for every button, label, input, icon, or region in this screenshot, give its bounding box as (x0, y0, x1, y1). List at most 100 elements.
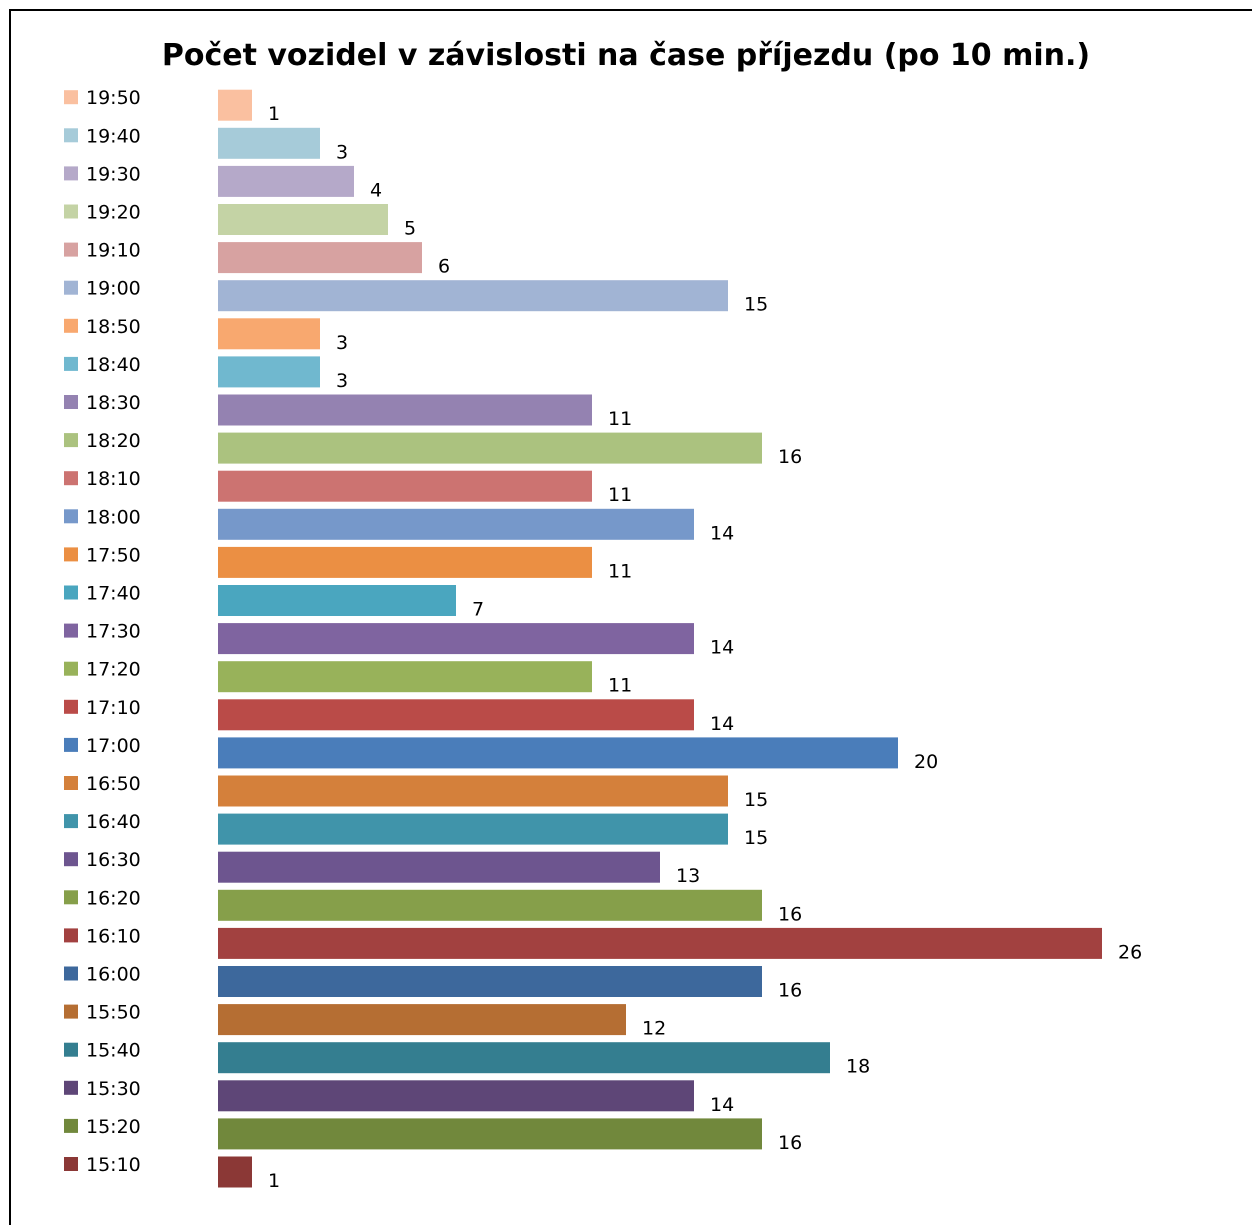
legend-label-1840: 18:40 (86, 354, 141, 376)
bar-1810 (218, 470, 592, 502)
legend-swatch-1620 (64, 890, 78, 905)
legend-swatch-1720 (64, 661, 78, 676)
legend-swatch-1950 (64, 90, 78, 105)
legend-label-1550: 15:50 (86, 1002, 141, 1024)
legend-label-1640: 16:40 (86, 811, 141, 833)
legend-swatch-1730 (64, 623, 78, 638)
value-label-1930: 4 (370, 179, 382, 201)
value-label-1520: 16 (778, 1132, 802, 1154)
legend-label-1910: 19:10 (86, 240, 141, 262)
legend-swatch-1700 (64, 737, 78, 752)
value-label-1910: 6 (438, 256, 450, 278)
legend-label-1510: 15:10 (86, 1154, 141, 1176)
value-label-1830: 11 (608, 408, 632, 430)
legend-swatch-1540 (64, 1042, 78, 1057)
legend-swatch-1830 (64, 395, 78, 409)
bar-1950 (218, 89, 252, 121)
chart-frame (9, 9, 1252, 1225)
bar-1640 (218, 813, 728, 845)
value-label-1730: 14 (710, 637, 734, 659)
value-label-1800: 14 (710, 522, 734, 544)
bar-1620 (218, 889, 762, 921)
value-label-1710: 14 (710, 713, 734, 735)
legend-swatch-1910 (64, 242, 78, 257)
legend-swatch-1750 (64, 547, 78, 562)
legend-label-1900: 19:00 (86, 278, 141, 300)
legend-swatch-1610 (64, 928, 78, 943)
value-label-1900: 15 (744, 294, 768, 316)
legend-swatch-1800 (64, 509, 78, 524)
value-label-1540: 18 (846, 1056, 870, 1078)
bar-1630 (218, 851, 660, 883)
legend-swatch-1630 (64, 852, 78, 867)
value-label-1720: 11 (608, 675, 632, 697)
legend-swatch-1840 (64, 356, 78, 371)
legend-label-1630: 16:30 (86, 849, 141, 871)
legend-label-1730: 17:30 (86, 621, 141, 643)
value-label-1530: 14 (710, 1094, 734, 1116)
value-label-1550: 12 (642, 1018, 666, 1040)
value-label-1940: 3 (336, 141, 348, 163)
value-label-1820: 16 (778, 446, 802, 468)
bar-1510 (218, 1156, 252, 1188)
legend-swatch-1820 (64, 433, 78, 448)
value-label-1810: 11 (608, 484, 632, 506)
value-label-1700: 20 (914, 751, 938, 773)
bar-1720 (218, 661, 592, 693)
legend-swatch-1640 (64, 814, 78, 829)
legend-label-1700: 17:00 (86, 735, 141, 757)
value-label-1740: 7 (472, 599, 484, 621)
legend-swatch-1940 (64, 128, 78, 143)
value-label-1630: 13 (676, 865, 700, 887)
bar-1600 (218, 966, 762, 997)
bar-1820 (218, 432, 762, 464)
legend-label-1950: 19:50 (86, 87, 141, 109)
legend-label-1650: 16:50 (86, 773, 141, 795)
bar-1930 (218, 165, 354, 197)
bar-1550 (218, 1004, 626, 1036)
bar-1730 (218, 623, 694, 655)
legend-swatch-1550 (64, 1004, 78, 1019)
bar-1920 (218, 204, 388, 235)
legend-label-1600: 16:00 (86, 964, 141, 986)
legend-swatch-1920 (64, 204, 78, 219)
value-label-1750: 11 (608, 560, 632, 582)
bar-1700 (218, 737, 898, 769)
value-label-1620: 16 (778, 903, 802, 925)
bar-1520 (218, 1118, 762, 1150)
legend-swatch-1930 (64, 166, 78, 181)
legend-label-1540: 15:40 (86, 1040, 141, 1062)
value-label-1650: 15 (744, 789, 768, 811)
legend-label-1830: 18:30 (86, 392, 141, 414)
bars (218, 89, 1102, 1188)
legend-swatch-1850 (64, 318, 78, 333)
bar-1830 (218, 394, 592, 426)
legend: 15:10 15:20 15:30 15:40 15:50 16:00 16:10 16:20… (64, 87, 141, 1176)
value-label-1600: 16 (778, 980, 802, 1002)
legend-label-1530: 15:30 (86, 1078, 141, 1100)
bar-1800 (218, 508, 694, 540)
legend-swatch-1530 (64, 1080, 78, 1095)
legend-label-1710: 17:10 (86, 697, 141, 719)
bar-1740 (218, 585, 456, 616)
value-labels: 1161418121626161315152014111471114111611… (268, 103, 1142, 1192)
legend-label-1800: 18:00 (86, 506, 141, 528)
legend-swatch-1900 (64, 280, 78, 295)
bar-1940 (218, 127, 320, 159)
legend-label-1810: 18:10 (86, 468, 141, 490)
bar-1900 (218, 280, 728, 312)
value-label-1840: 3 (336, 370, 348, 392)
legend-swatch-1510 (64, 1157, 78, 1171)
legend-swatch-1710 (64, 699, 78, 714)
legend-label-1610: 16:10 (86, 925, 141, 947)
value-label-1510: 1 (268, 1170, 280, 1192)
legend-label-1850: 18:50 (86, 316, 141, 338)
legend-label-1820: 18:20 (86, 430, 141, 452)
legend-swatch-1810 (64, 471, 78, 486)
legend-label-1930: 19:30 (86, 163, 141, 185)
legend-label-1620: 16:20 (86, 887, 141, 909)
legend-swatch-1740 (64, 585, 78, 600)
bar-1850 (218, 318, 320, 350)
value-label-1610: 26 (1118, 941, 1142, 963)
